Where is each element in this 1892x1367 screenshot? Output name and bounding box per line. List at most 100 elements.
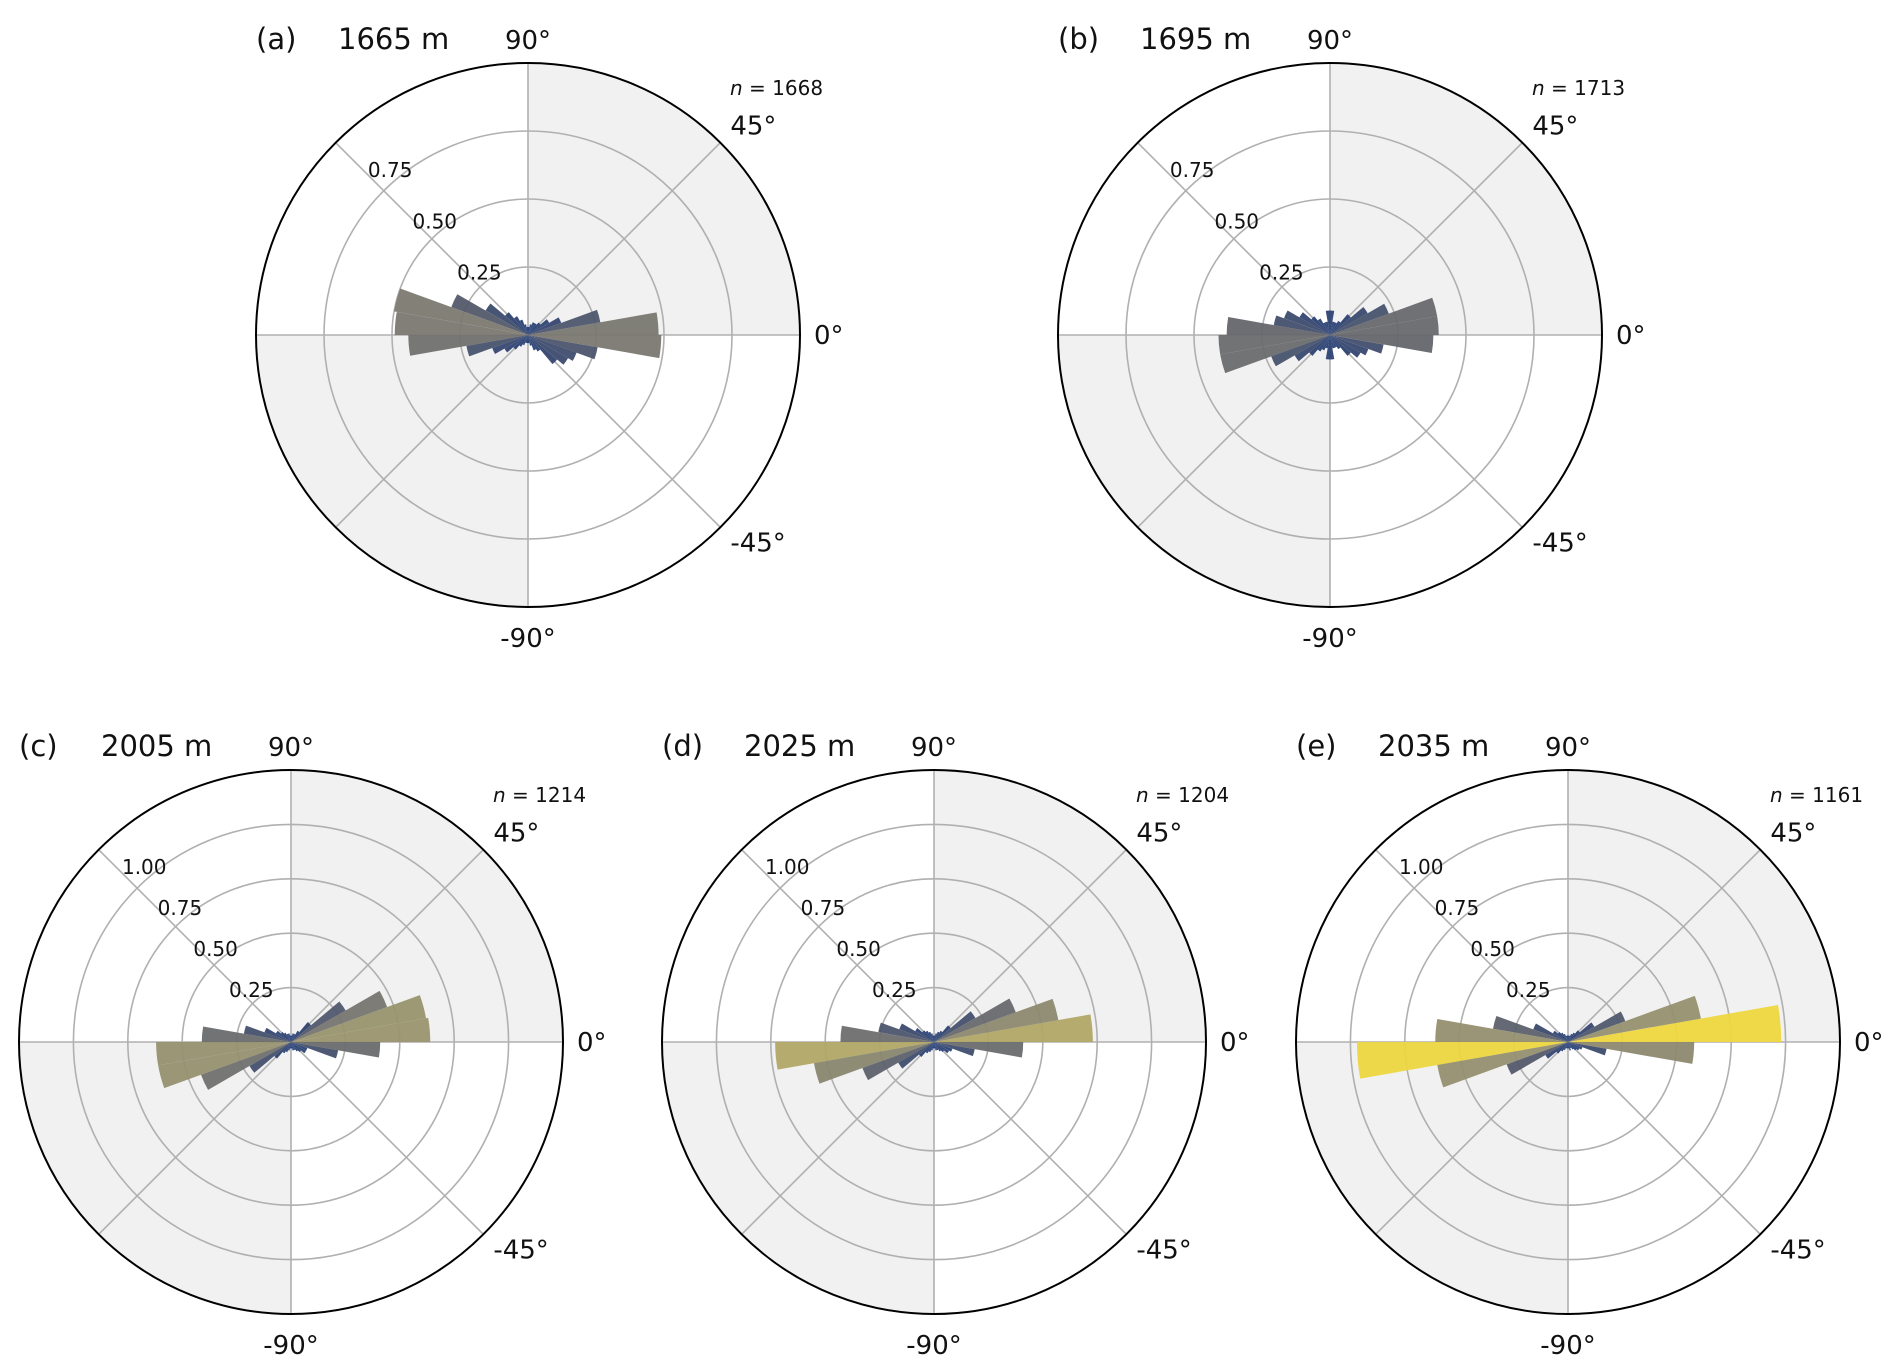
rose-bar [394, 311, 528, 335]
rose-bar [466, 335, 528, 357]
angle-label: 45° [1136, 819, 1182, 849]
rose-bar [291, 1042, 339, 1059]
rose-bar [526, 326, 528, 335]
rose-bar [291, 1042, 293, 1049]
rose-bar [1568, 1042, 1695, 1064]
rose-bar [1330, 310, 1335, 335]
panel-depth-title: 2025 m [744, 729, 855, 763]
angle-label: -45° [1770, 1235, 1825, 1265]
rose-bar [934, 1042, 944, 1052]
outer-circle [18, 769, 564, 1315]
radial-tick-label: 0.25 [457, 261, 502, 285]
rose-bar [291, 1042, 298, 1052]
rose-bar [513, 335, 528, 350]
n-symbol: n [493, 783, 506, 807]
panel-letter: (d) [662, 729, 703, 763]
rose-bar [1568, 1042, 1570, 1049]
rose-bar [1323, 322, 1330, 335]
rose-bar [915, 1028, 934, 1042]
rose-bar [1435, 1018, 1568, 1042]
outer-circle [255, 62, 801, 608]
rose-bar [528, 312, 659, 335]
rose-bar [1568, 1022, 1595, 1042]
rose-panel: 0.25 0.50 0.75 90° 45° 0° -45° -90° (a) 1665 m n =… [255, 22, 844, 654]
sample-count-label: n = 1214 [493, 783, 586, 807]
rose-bar [1568, 1035, 1571, 1042]
rose-bar [1568, 1032, 1575, 1042]
rose-bar [932, 1042, 934, 1049]
rose-bar [505, 312, 528, 335]
rose-bar [1321, 335, 1330, 351]
rose-bar [1309, 335, 1330, 356]
n-value: = 1668 [743, 76, 823, 100]
rose-bar [934, 1042, 941, 1052]
rose-bar [1568, 1035, 1570, 1042]
angle-label: -45° [1532, 528, 1587, 558]
rose-bar [1565, 1042, 1568, 1049]
rose-bar [1552, 1030, 1568, 1042]
n-symbol: n [1770, 783, 1783, 807]
rose-bar [291, 1042, 308, 1051]
rose-bar [1330, 335, 1335, 349]
angle-label: -90° [1302, 624, 1357, 654]
rose-bar [514, 316, 528, 335]
panel-depth-title: 2035 m [1378, 729, 1489, 763]
angle-label: -45° [730, 528, 785, 558]
angle-label: 0° [814, 321, 844, 351]
rose-bar [522, 335, 528, 346]
radial-tick-label: 0.50 [836, 937, 881, 961]
rose-bar [528, 335, 558, 365]
n-symbol: n [1136, 783, 1149, 807]
rose-bar [408, 335, 528, 356]
rose-bar [1558, 1032, 1568, 1042]
rose-bar [528, 335, 530, 344]
rose-bar [934, 1025, 951, 1042]
rose-bar [243, 1025, 291, 1042]
rose-bar [931, 1042, 934, 1051]
radial-tick-label: 0.50 [413, 209, 458, 233]
rose-bar [1545, 1042, 1568, 1059]
rose-bar [1568, 1042, 1577, 1051]
rose-bar [288, 1033, 291, 1042]
rose-bar [919, 1042, 934, 1057]
rose-bar [934, 1042, 936, 1049]
rose-bar [862, 1042, 934, 1081]
radial-tick-label: 0.75 [801, 896, 846, 920]
rose-bar [1330, 316, 1439, 335]
rose-bar [934, 1042, 1024, 1058]
rose-bar [934, 1042, 975, 1057]
rose-bar [1566, 1035, 1568, 1042]
sample-count-label: n = 1161 [1770, 783, 1863, 807]
rose-bar [519, 319, 528, 335]
panel-letter: (e) [1296, 729, 1336, 763]
rose-bar [158, 1042, 291, 1089]
rose-bar [1330, 335, 1341, 350]
rose-bar [1330, 335, 1361, 358]
n-value: = 1204 [1149, 783, 1229, 807]
rose-bar [291, 1042, 381, 1058]
panel-letter: (c) [19, 729, 58, 763]
rose-bar [1311, 316, 1330, 335]
rose-bar [285, 1042, 291, 1053]
panel-depth-title: 1695 m [1140, 22, 1251, 56]
rose-bar [528, 324, 532, 335]
angle-label: 90° [505, 26, 551, 56]
rose-bar [291, 1033, 296, 1042]
angle-label: -90° [263, 1331, 318, 1361]
rose-bar [1330, 335, 1337, 348]
rose-bar [1330, 335, 1335, 360]
rose-bar [504, 335, 528, 353]
radial-tick-label: 1.00 [122, 855, 167, 879]
rose-bar [289, 1042, 291, 1049]
angle-label: -45° [493, 1235, 548, 1265]
n-value: = 1161 [1783, 783, 1863, 807]
rose-bar [291, 990, 388, 1042]
rose-bar [528, 335, 537, 351]
rose-bar [291, 1017, 431, 1042]
rose-bar [1325, 335, 1330, 360]
rose-bar [528, 335, 532, 346]
rose-bar [249, 1042, 291, 1073]
rose-bar [528, 335, 598, 360]
rose-bar [1330, 322, 1337, 335]
